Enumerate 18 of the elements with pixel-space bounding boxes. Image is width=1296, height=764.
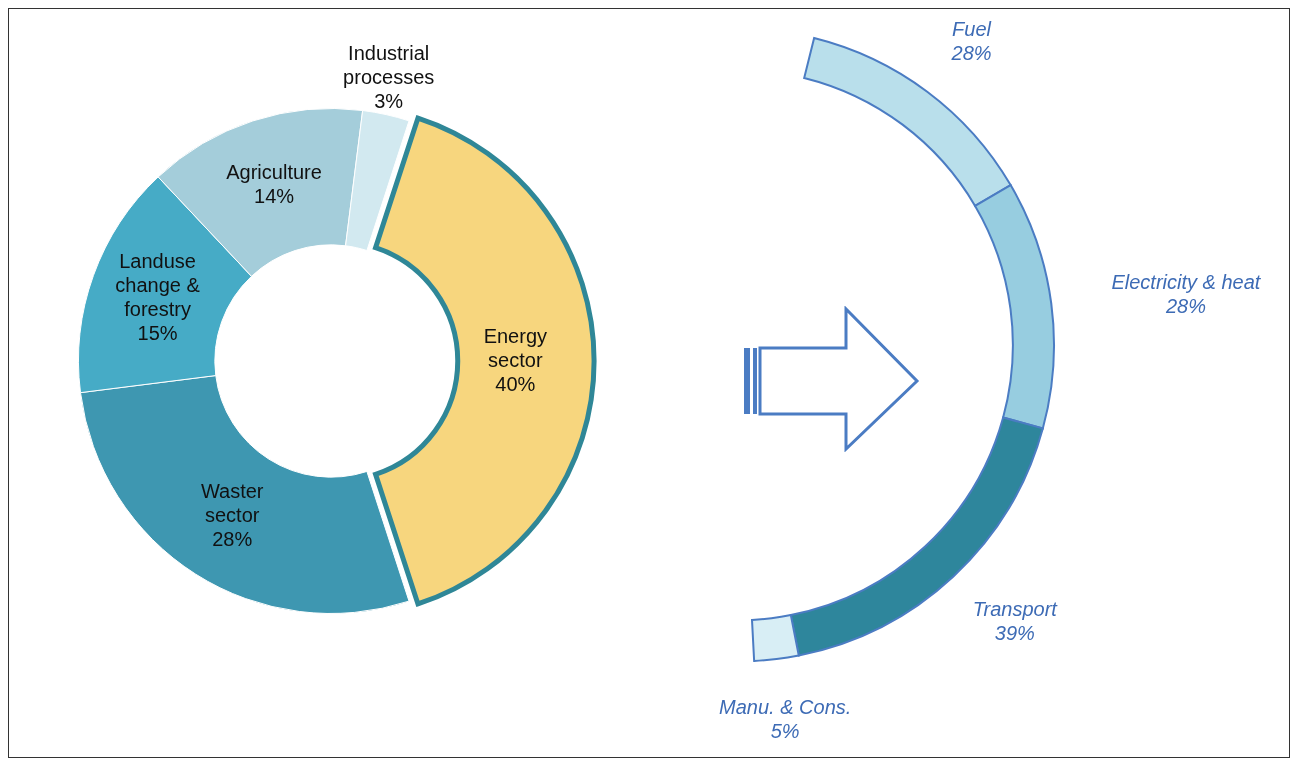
- slice-label: Fuel: [952, 17, 992, 40]
- data-label: 28%: [212, 528, 253, 551]
- data-label: 5%: [770, 720, 800, 743]
- data-label: 28%: [950, 41, 992, 64]
- data-label: 14%: [254, 185, 295, 208]
- data-label: 28%: [1164, 294, 1206, 317]
- data-label: 39%: [994, 621, 1035, 644]
- slice-label: Agriculture: [226, 161, 322, 184]
- slice-label: Landuse change & forestry: [115, 250, 201, 321]
- slice-label: Energy sector: [483, 324, 548, 371]
- data-label: 15%: [137, 322, 178, 345]
- data-label: 40%: [495, 372, 536, 395]
- data-label: 3%: [374, 89, 404, 112]
- slice-label: Transport: [972, 597, 1059, 620]
- slice-label: Waster sector: [200, 480, 264, 527]
- slice-label: Electricity & heat: [1111, 270, 1262, 293]
- slice-label: Industrial processes: [343, 41, 435, 88]
- slice-label: Manu. & Cons.: [719, 696, 852, 719]
